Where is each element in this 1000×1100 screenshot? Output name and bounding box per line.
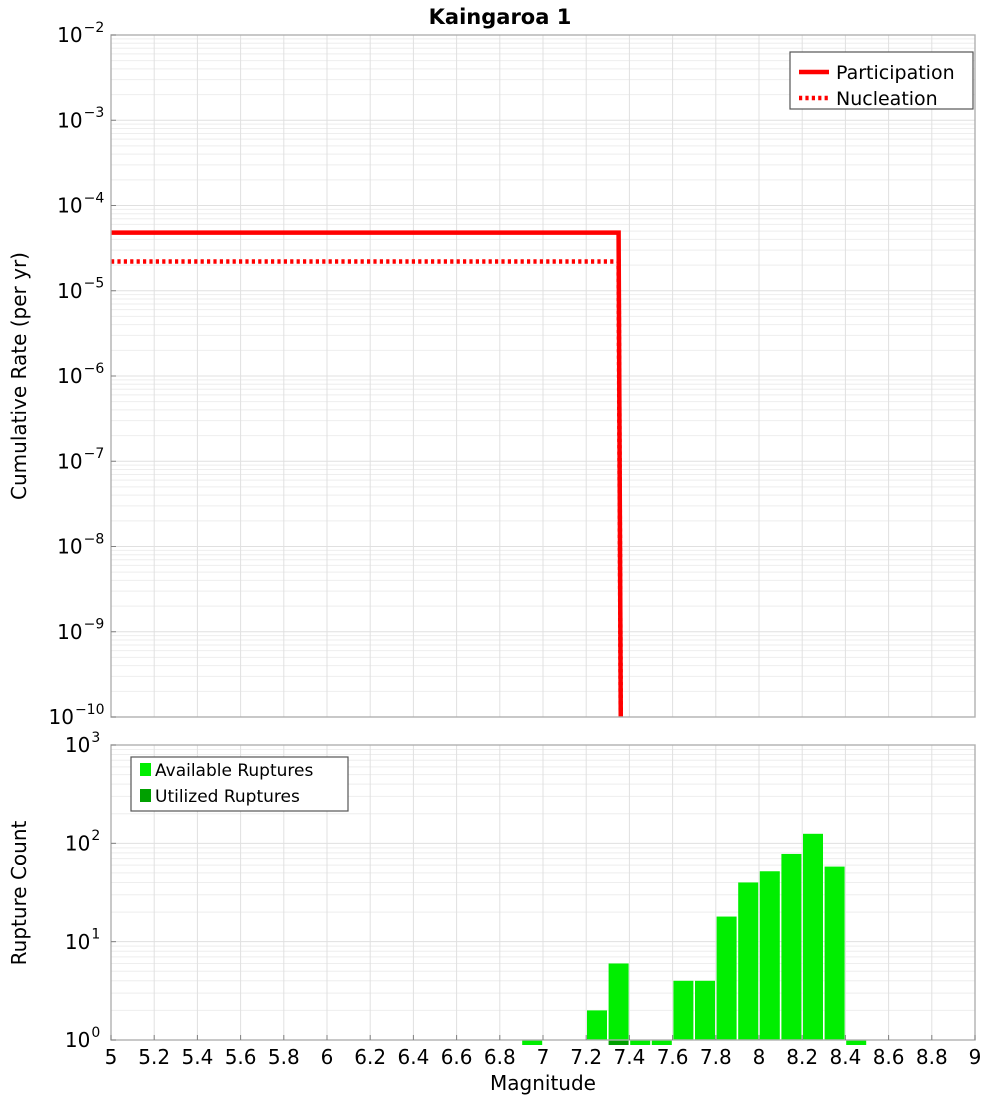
bottom-x-axis-label: Magnitude (490, 1071, 596, 1095)
svg-text:−9: −9 (84, 617, 105, 633)
legend-entry-available-ruptures[interactable]: Available Ruptures (140, 761, 313, 781)
svg-text:10: 10 (65, 832, 90, 856)
available-ruptures-legend-label: Available Ruptures (155, 761, 313, 781)
x-tick-label: 6 (321, 1045, 334, 1069)
x-tick-label: 8 (753, 1045, 766, 1069)
x-tick-label: 6.2 (354, 1045, 386, 1069)
svg-text:0: 0 (91, 1025, 100, 1041)
available-rupture-bar (760, 871, 780, 1040)
x-tick-label: 7.4 (613, 1045, 645, 1069)
available-ruptures-swatch (140, 763, 151, 776)
svg-text:10: 10 (65, 733, 90, 757)
svg-text:10: 10 (57, 279, 82, 303)
x-tick-label: 5.6 (225, 1045, 257, 1069)
svg-text:10: 10 (48, 705, 73, 729)
x-tick-label: 7.2 (570, 1045, 602, 1069)
available-rupture-bar (609, 963, 629, 1040)
svg-text:10: 10 (65, 930, 90, 954)
bottom-y-axis-label: Rupture Count (7, 820, 31, 965)
mfd-figure: Kaingaroa 1 10−210−310−410−510−610−710−8… (0, 0, 1000, 1100)
available-rupture-bar (717, 917, 737, 1040)
x-tick-label: 8.8 (916, 1045, 948, 1069)
x-tick-label: 7 (537, 1045, 550, 1069)
legend-entry-utilized-ruptures[interactable]: Utilized Ruptures (140, 787, 300, 807)
x-tick-label: 5.8 (268, 1045, 300, 1069)
svg-text:−5: −5 (84, 276, 105, 292)
available-rupture-bar (587, 1010, 607, 1040)
available-rupture-bar (738, 882, 758, 1040)
x-tick-label: 6.8 (484, 1045, 516, 1069)
svg-text:−8: −8 (84, 531, 105, 547)
x-tick-label: 6.6 (441, 1045, 473, 1069)
svg-text:10: 10 (57, 194, 82, 218)
svg-text:10: 10 (57, 449, 82, 473)
svg-text:3: 3 (91, 730, 100, 746)
available-rupture-bar (673, 981, 693, 1040)
svg-text:10: 10 (57, 23, 82, 47)
participation-legend-label: Participation (836, 62, 955, 84)
top-major-gridlines (111, 35, 975, 717)
x-tick-label: 8.4 (829, 1045, 861, 1069)
svg-text:1: 1 (91, 926, 100, 942)
rupture-count-panel: 100101102103 55.25.45.65.866.26.46.66.87… (7, 730, 981, 1095)
svg-text:−7: −7 (84, 446, 105, 462)
svg-text:10: 10 (57, 535, 82, 559)
utilized-ruptures-legend-label: Utilized Ruptures (155, 787, 300, 807)
svg-text:2: 2 (91, 828, 100, 844)
x-tick-label: 5 (105, 1045, 118, 1069)
top-y-axis-label: Cumulative Rate (per yr) (7, 252, 31, 500)
x-tick-label: 6.4 (397, 1045, 429, 1069)
svg-text:−6: −6 (84, 361, 105, 377)
svg-text:10: 10 (57, 364, 82, 388)
x-tick-label: 7.8 (700, 1045, 732, 1069)
svg-text:−4: −4 (84, 190, 105, 206)
page-title: Kaingaroa 1 (429, 5, 572, 29)
svg-text:−10: −10 (75, 702, 105, 718)
top-legend[interactable]: Participation Nucleation (790, 52, 973, 110)
svg-text:10: 10 (57, 108, 82, 132)
nucleation-legend-label: Nucleation (836, 88, 938, 110)
x-tick-label: 5.2 (138, 1045, 170, 1069)
x-tick-label: 7.6 (657, 1045, 689, 1069)
available-rupture-bar (825, 867, 845, 1040)
x-tick-label: 8.2 (786, 1045, 818, 1069)
available-rupture-bar (803, 834, 823, 1040)
x-tick-label: 8.6 (873, 1045, 905, 1069)
svg-text:10: 10 (57, 620, 82, 644)
bottom-legend[interactable]: Available Ruptures Utilized Ruptures (131, 757, 348, 811)
available-rupture-bar (695, 981, 715, 1040)
utilized-ruptures-swatch (140, 789, 151, 802)
x-tick-label: 9 (969, 1045, 982, 1069)
svg-text:−2: −2 (84, 20, 105, 36)
x-tick-label: 5.4 (181, 1045, 213, 1069)
available-rupture-bar (781, 854, 801, 1040)
svg-text:10: 10 (65, 1028, 90, 1052)
svg-text:−3: −3 (84, 105, 105, 121)
cumulative-rate-panel: 10−210−310−410−510−610−710−810−910−10 Cu… (7, 20, 975, 729)
